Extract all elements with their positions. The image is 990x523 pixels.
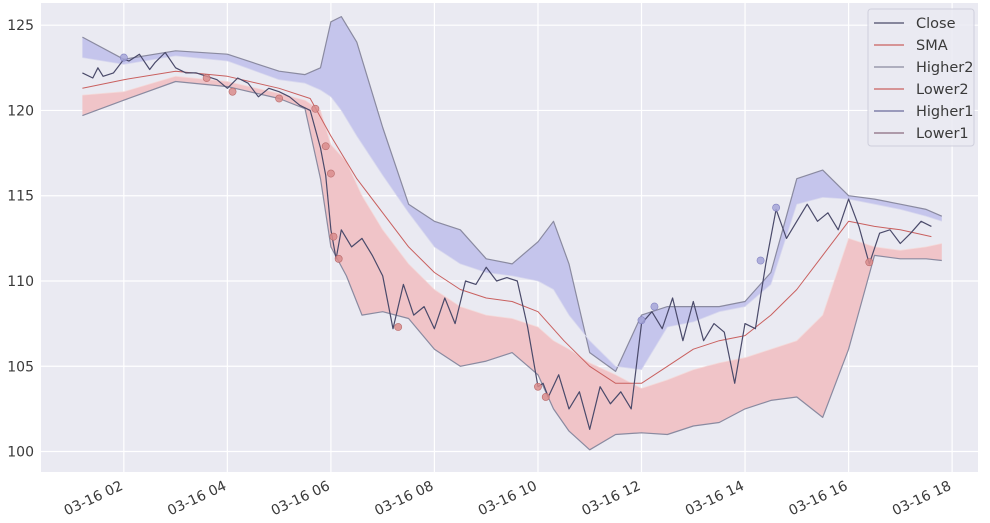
legend-label: Higher1: [916, 104, 973, 120]
x-tick-label: 03-16 18: [890, 478, 954, 519]
higher2-line: [82, 16, 943, 372]
low-marker: [541, 393, 550, 401]
legend-box: [867, 8, 975, 147]
low-marker: [321, 142, 330, 151]
x-tick-label: 03-16 02: [62, 478, 126, 519]
low-marker: [534, 382, 542, 391]
x-tick-label: 03-16 04: [165, 478, 229, 519]
low-marker: [311, 104, 320, 113]
x-tick-label: 03-16 08: [372, 478, 436, 519]
low-marker: [865, 258, 874, 267]
legend: Close SMA Higher2 Lower2 Higher1 Lower1: [867, 8, 975, 147]
y-tick-label: 100: [7, 445, 34, 461]
x-tick-label: 03-16 12: [579, 478, 643, 519]
sma-line: [82, 70, 932, 384]
low-marker: [202, 74, 211, 82]
high-marker: [119, 53, 128, 62]
x-tick-label: 03-16 16: [786, 478, 850, 519]
y-tick-label: 110: [7, 274, 34, 290]
high-marker: [772, 203, 781, 212]
y-tick-label: 120: [7, 103, 34, 119]
low-marker: [327, 169, 335, 178]
markers: [119, 53, 874, 401]
series-lines: [82, 16, 943, 451]
legend-label: Lower2: [916, 82, 969, 98]
low-marker: [394, 323, 403, 331]
low-marker: [334, 254, 343, 263]
legend-label: Close: [916, 16, 956, 32]
x-tick-label: 03-16 06: [269, 478, 333, 519]
low-marker: [329, 232, 338, 241]
higher1-line: [82, 55, 942, 371]
x-tick-label: 03-16 14: [683, 478, 747, 519]
y-tick-label: 105: [7, 359, 34, 375]
close-line: [82, 51, 932, 430]
legend-label: SMA: [916, 38, 948, 54]
high-marker: [756, 256, 765, 265]
low-marker: [275, 94, 284, 103]
high-marker: [650, 302, 659, 311]
plot-background: [41, 3, 978, 472]
x-tick-label: 03-16 10: [476, 478, 540, 519]
high-marker: [637, 316, 646, 325]
y-tick-label: 125: [7, 18, 34, 34]
y-tick-label: 115: [7, 189, 34, 205]
legend-label: Higher2: [916, 60, 973, 76]
low-marker: [228, 87, 237, 96]
lower1-line: [82, 75, 942, 389]
legend-label: Lower1: [916, 126, 969, 142]
